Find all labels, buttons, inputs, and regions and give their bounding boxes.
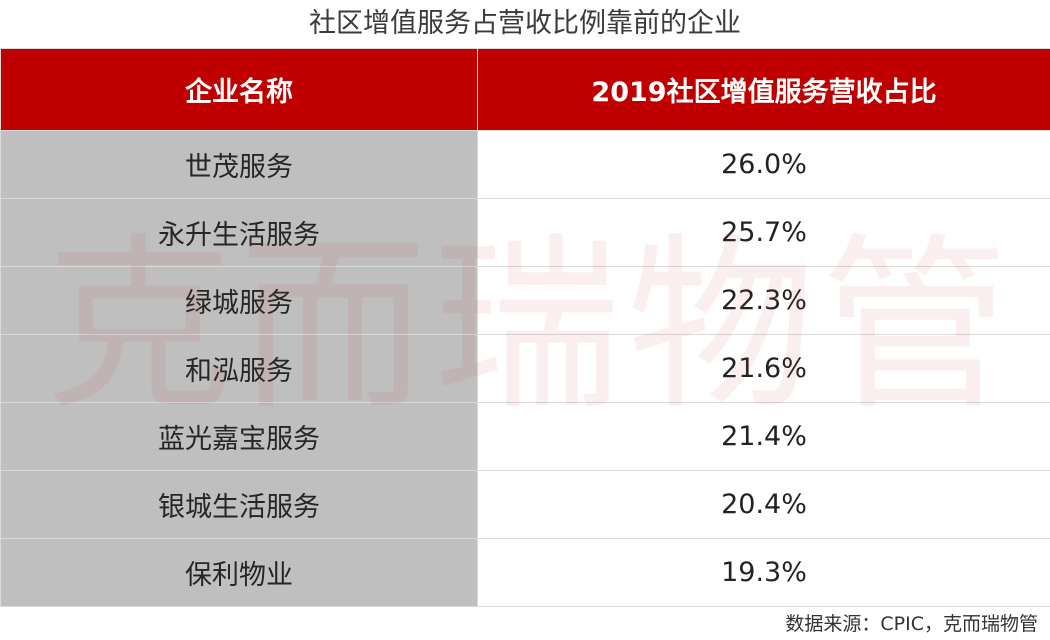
data-table: 企业名称 2019社区增值服务营收占比 世茂服务 26.0% 永升生活服务 25…	[0, 48, 1050, 607]
ratio-value: 21.4%	[477, 402, 1050, 471]
ratio-value: 26.0%	[477, 130, 1050, 199]
company-name: 绿城服务	[0, 266, 478, 335]
company-name: 银城生活服务	[0, 470, 478, 539]
table-row: 世茂服务 26.0%	[0, 130, 1050, 199]
table-row: 保利物业 19.3%	[0, 538, 1050, 607]
ratio-value: 21.6%	[477, 334, 1050, 403]
company-name: 永升生活服务	[0, 198, 478, 267]
table-row: 绿城服务 22.3%	[0, 266, 1050, 335]
company-name: 世茂服务	[0, 130, 478, 199]
ratio-value: 22.3%	[477, 266, 1050, 335]
table-row: 和泓服务 21.6%	[0, 334, 1050, 403]
ratio-value: 25.7%	[477, 198, 1050, 267]
source-note: 数据来源：CPIC，克而瑞物管	[785, 613, 1038, 635]
ratio-value: 19.3%	[477, 538, 1050, 607]
header-row: 企业名称 2019社区增值服务营收占比	[0, 48, 1050, 131]
table-row: 永升生活服务 25.7%	[0, 198, 1050, 267]
table-title: 社区增值服务占营收比例靠前的企业	[309, 8, 741, 39]
column-header-ratio: 2019社区增值服务营收占比	[477, 48, 1050, 131]
table-row: 银城生活服务 20.4%	[0, 470, 1050, 539]
company-name: 蓝光嘉宝服务	[0, 402, 478, 471]
column-header-company: 企业名称	[0, 48, 478, 131]
company-name: 保利物业	[0, 538, 478, 607]
table-row: 蓝光嘉宝服务 21.4%	[0, 402, 1050, 471]
company-name: 和泓服务	[0, 334, 478, 403]
ratio-value: 20.4%	[477, 470, 1050, 539]
